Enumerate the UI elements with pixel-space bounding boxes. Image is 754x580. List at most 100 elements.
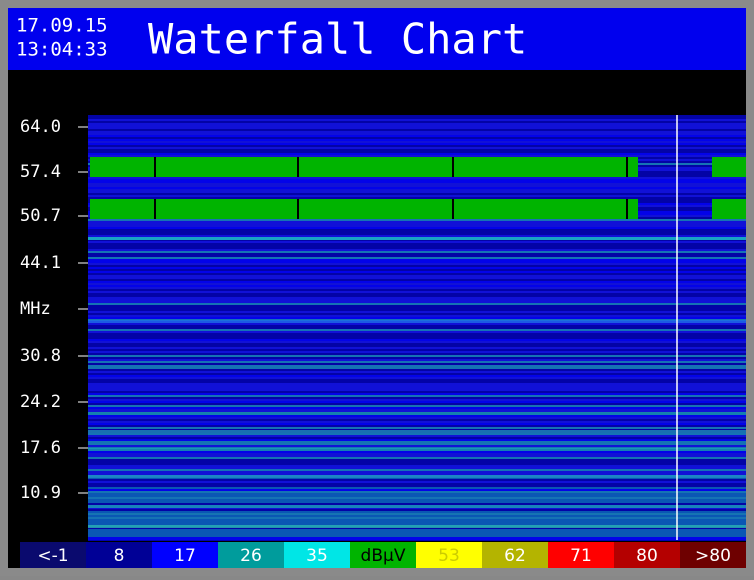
spectrum-row [88, 367, 746, 369]
spectrum-row [88, 485, 746, 487]
spectrum-row [88, 117, 746, 119]
spectrum-row [88, 511, 746, 513]
spectrum-row [88, 353, 746, 355]
signal-band [90, 157, 638, 177]
spectrum-row [88, 489, 746, 491]
spectrum-row [88, 479, 746, 481]
spectrum-row [88, 273, 746, 275]
spectrum-row [88, 379, 746, 381]
spectrum-line [88, 475, 746, 478]
spectrum-row [88, 289, 746, 291]
spectrum-row [88, 343, 746, 345]
spectrum-row [88, 487, 746, 489]
spectrum-row [88, 133, 746, 135]
spectrum-row [88, 381, 746, 383]
spectrum-row [88, 363, 746, 365]
spectrum-row [88, 281, 746, 283]
legend-label: <-1 [37, 546, 68, 566]
spectrum-row [88, 409, 746, 411]
spectrum-row [88, 405, 746, 407]
signal-band [90, 199, 638, 219]
spectrum-line [88, 505, 746, 508]
spectrum-row [88, 335, 746, 337]
legend-label: 17 [174, 546, 196, 566]
spectrum-row [88, 373, 746, 375]
spectrum-row [88, 473, 746, 475]
spectrum-row [88, 147, 746, 149]
spectrum-row [88, 471, 746, 473]
signal-gap [452, 157, 454, 177]
spectrum-row [88, 241, 746, 243]
spectrum-row [88, 259, 746, 261]
spectrum-row [88, 179, 746, 181]
spectrum-row [88, 333, 746, 335]
spectrum-row [88, 467, 746, 469]
legend-label: 35 [306, 546, 328, 566]
spectrum-row [88, 401, 746, 403]
spectrum-row [88, 267, 746, 269]
spectrum-row [88, 357, 746, 359]
spectrum-row [88, 451, 746, 453]
spectrum-row [88, 255, 746, 257]
legend: <-18172635dBµV53627180>80 [20, 542, 746, 568]
spectrum-row [88, 421, 746, 423]
spectrum-row [88, 311, 746, 313]
spectrum-row [88, 453, 746, 455]
spectrum-row [88, 277, 746, 279]
spectrum-row [88, 339, 746, 341]
spectrum-row [88, 509, 746, 511]
spectrum-row [88, 229, 746, 231]
spectrum-row [88, 437, 746, 439]
spectrum-row [88, 141, 746, 143]
date: 17.09.15 [16, 15, 108, 37]
spectrum-row [88, 435, 746, 437]
spectrum-row [88, 257, 746, 259]
y-axis-label: 24.2 [20, 392, 61, 412]
spectrum-row [88, 249, 746, 251]
spectrum-line [88, 237, 746, 240]
spectrum-row [88, 529, 746, 531]
spectrum-row [88, 481, 746, 483]
spectrum-line [88, 448, 746, 451]
spectrum-row [88, 519, 746, 521]
spectrum-row [88, 185, 746, 187]
spectrum-row [88, 415, 746, 417]
y-axis-label: 50.7 [20, 206, 61, 226]
legend-label: 8 [114, 546, 125, 566]
spectrum-row [88, 361, 746, 363]
spectrum-row [88, 349, 746, 351]
spectrum-row [88, 331, 746, 333]
spectrum-row [88, 499, 746, 501]
spectrum-row [88, 345, 746, 347]
spectrum-row [88, 493, 746, 495]
spectrum-row [88, 191, 746, 193]
spectrum-row [88, 297, 746, 299]
spectrum-row [88, 359, 746, 361]
spectrum-row [88, 389, 746, 391]
y-axis-label: MHz [20, 299, 51, 319]
signal-gap [297, 199, 299, 219]
spectrum-row [88, 439, 746, 441]
spectrum-row [88, 521, 746, 523]
spectrum-row [88, 491, 746, 493]
spectrum-row [88, 299, 746, 301]
spectrum-row [88, 253, 746, 255]
spectrum-row [88, 393, 746, 395]
spectrum-row [88, 535, 746, 537]
spectrum-row [88, 383, 746, 385]
spectrum-row [88, 459, 746, 461]
spectrum-row [88, 225, 746, 227]
spectrum-row [88, 465, 746, 467]
spectrum-row [88, 399, 746, 401]
spectrum-row [88, 121, 746, 123]
spectrum-row [88, 325, 746, 327]
spectrum-row [88, 145, 746, 147]
spectrum-row [88, 219, 746, 221]
spectrum-row [88, 305, 746, 307]
spectrum-row [88, 377, 746, 379]
spectrum-row [88, 397, 746, 399]
waterfall [88, 115, 746, 541]
spectrum-row [88, 495, 746, 497]
spectrum-row [88, 181, 746, 183]
spectrum-row [88, 365, 746, 367]
